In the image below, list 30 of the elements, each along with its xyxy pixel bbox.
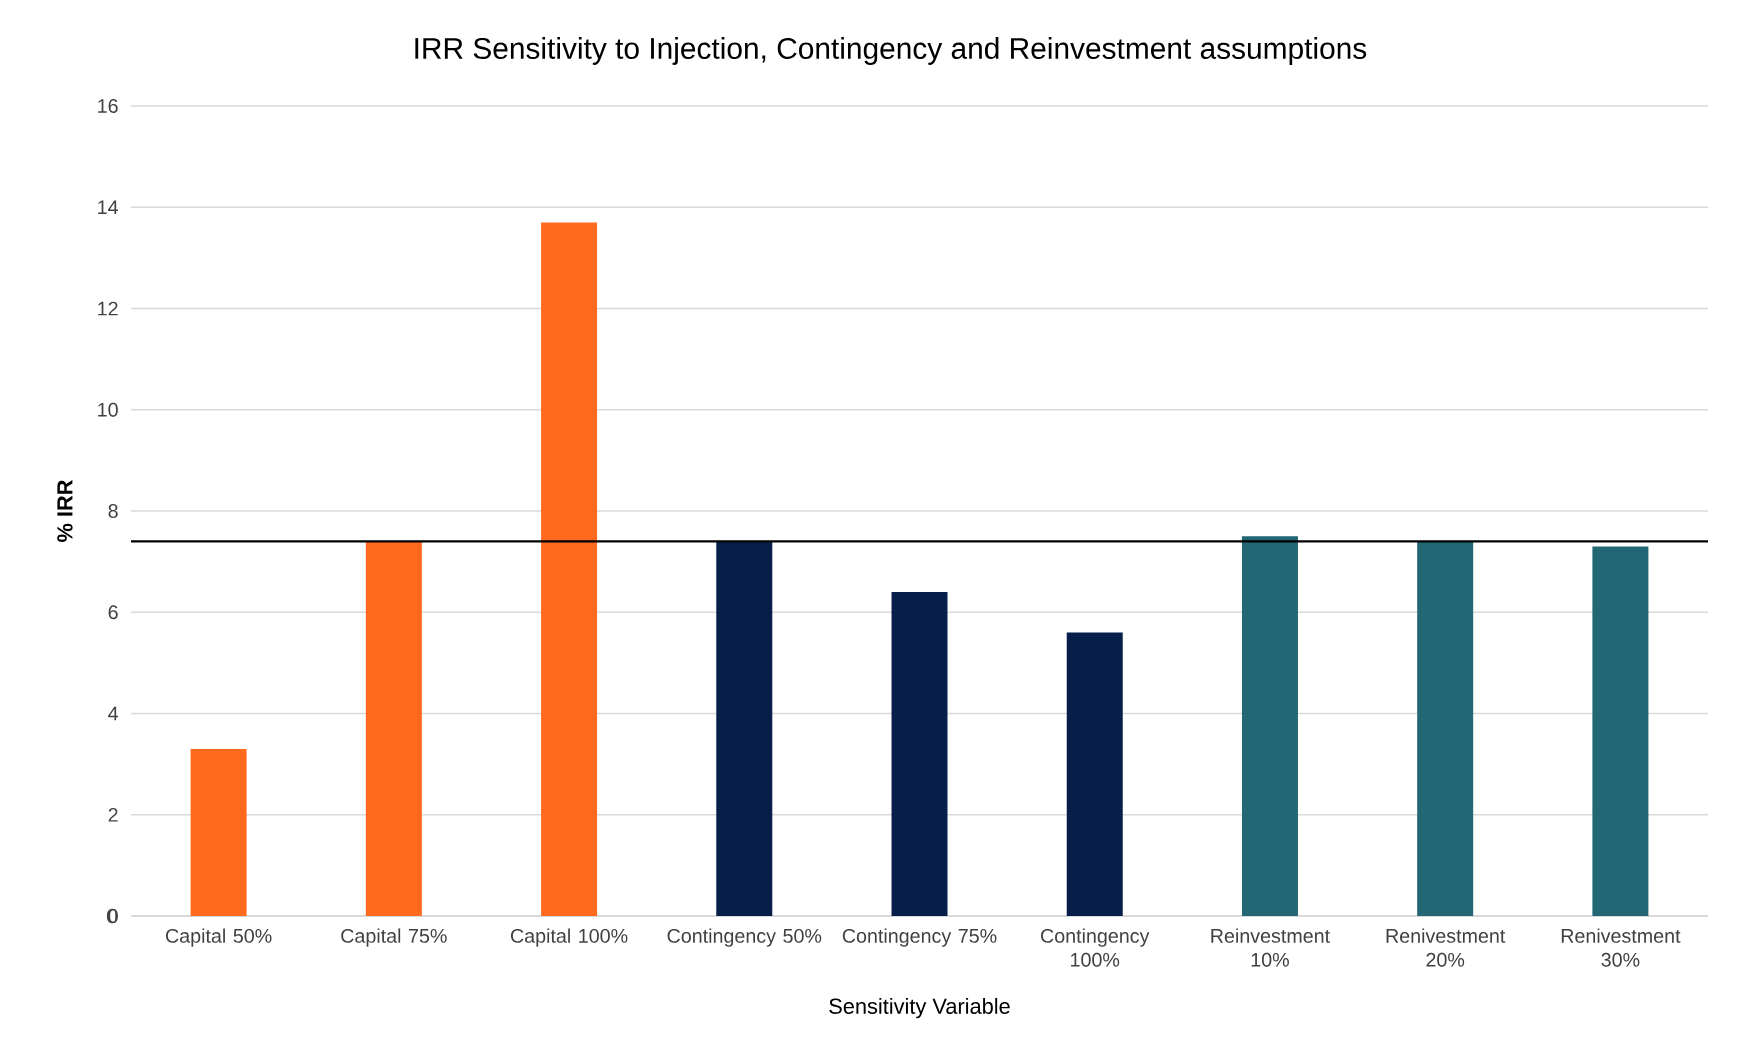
y-tick-label: 6 [108,605,118,620]
x-tick-label: Renivestment 20% [1386,928,1506,967]
bar [1417,541,1474,916]
y-tick-label: 8 [108,504,118,518]
bar [541,222,598,916]
x-axis-title: Sensitivity Variable [829,997,1010,1019]
chart-title: IRR Sensitivity to Injection, Contingency and Reinvestment assumptions [415,37,1367,65]
x-tick-label: Capital 50% [166,928,272,947]
y-tick-label: 14 [98,200,118,215]
x-tick-label: Contingency 50% [667,928,822,947]
bar [1066,632,1123,916]
bar [716,541,773,916]
y-tick-label: 0 [106,908,118,924]
x-tick-label: Contingency 75% [842,928,997,947]
bar [1592,546,1649,916]
bar [190,748,247,916]
x-tick-label: Capital 75% [341,928,447,947]
y-axis-title: % IRR [57,480,73,542]
x-tick-label: Contingency 100% [1041,928,1150,967]
y-tick-label: 12 [98,301,118,316]
bar [365,541,422,916]
bar [891,592,948,916]
y-tick-label: 4 [108,706,119,721]
bar [1241,536,1298,916]
x-tick-label: Reinvestment 10% [1211,928,1330,967]
x-tick-label: Capital 100% [510,928,628,947]
x-tick-label: Renivestment 30% [1561,928,1681,967]
y-tick-label: 10 [98,402,118,417]
y-tick-label: 2 [108,807,118,822]
y-tick-label: 16 [98,99,118,113]
